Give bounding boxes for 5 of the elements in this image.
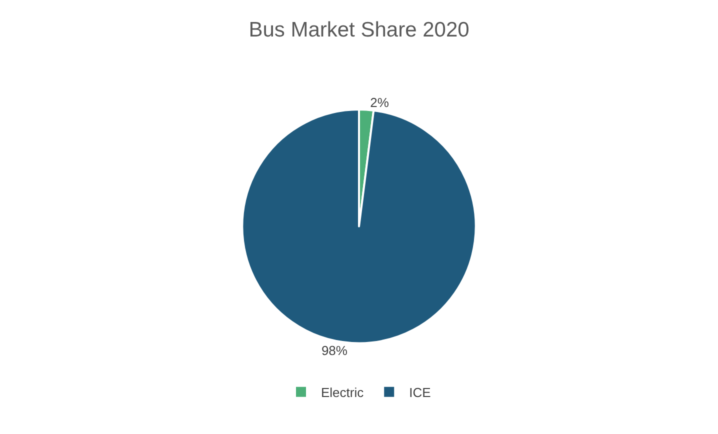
chart-title: Bus Market Share 2020 [248, 18, 470, 42]
legend-label: ICE [409, 384, 432, 400]
legend-label: Electric [321, 384, 364, 400]
data-label: 98% [321, 342, 348, 358]
data-label: 2% [370, 94, 390, 110]
